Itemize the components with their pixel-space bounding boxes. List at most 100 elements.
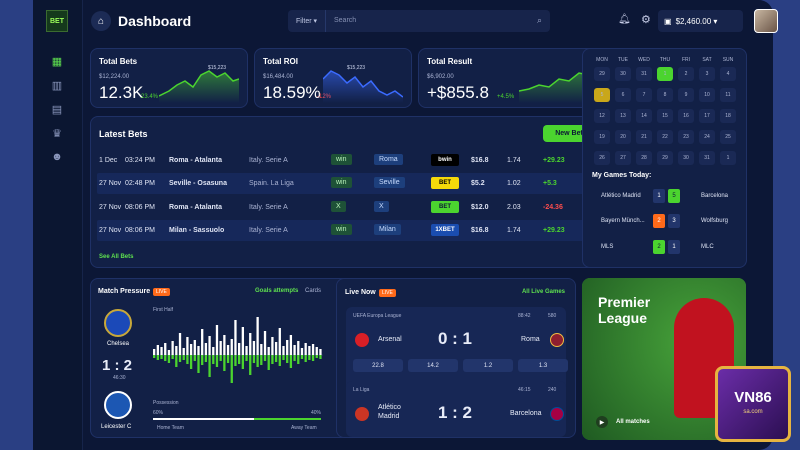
table-row[interactable]: 27 Nov 02:48 PM Seville - Osasuna Spain.… (97, 173, 601, 194)
search-bar[interactable]: Filter ▾ Search ⌕ (288, 10, 550, 32)
kpi-peak: $15,223 (347, 65, 366, 71)
bet-result-badge: win (331, 177, 352, 188)
kpi-sparkline (159, 70, 239, 103)
calendar-day[interactable]: 16 (678, 109, 694, 123)
bet-league: Italy. Serie A (249, 227, 288, 234)
tab-goals-attempts[interactable]: Goals attempts (255, 288, 299, 294)
home-icon[interactable]: ⌂ (91, 11, 111, 31)
pressure-bar-away (182, 355, 185, 360)
list-item[interactable]: Bayern Münch... 2 3 Wolfsburg (589, 211, 740, 231)
balance-dropdown[interactable]: ▣ $2,460.00 ▾ (658, 10, 743, 32)
calendar-day[interactable]: 29 (657, 151, 673, 165)
calendar-day[interactable]: 3 (699, 67, 715, 81)
calendar-day[interactable]: 6 (615, 88, 631, 102)
calendar-day[interactable]: 23 (678, 130, 694, 144)
kpi-label: Total Bets (99, 57, 138, 66)
home-team: Bayern Münch... (601, 218, 645, 224)
calendar-day[interactable]: 5 (594, 88, 610, 102)
kpi-card-total-roi: Total ROI $16,484.00 18.59% -12% $15,223 (254, 48, 412, 108)
pressure-bar-away (230, 355, 233, 383)
atletico-crest-icon (355, 407, 369, 421)
calendar-day[interactable]: 25 (720, 130, 736, 144)
pressure-bar-away (315, 355, 318, 358)
pressure-bar-away (289, 355, 293, 368)
search-input[interactable]: Search (334, 17, 357, 24)
nav-users-icon[interactable]: ☻ (51, 151, 63, 163)
pressure-bar-home (197, 346, 200, 355)
live-match-card[interactable]: La Liga 46:15 240 Atlético Madrid 1 : 2 … (346, 381, 566, 437)
bet-pick-badge: Roma (374, 154, 403, 165)
calendar-day[interactable]: 4 (720, 67, 736, 81)
live-now-title: Live Now (345, 289, 376, 296)
calendar-day[interactable]: 26 (594, 151, 610, 165)
calendar-day[interactable]: 19 (594, 130, 610, 144)
calendar-day[interactable]: 30 (615, 67, 631, 81)
nav-dashboard-icon[interactable]: ▦ (51, 56, 63, 68)
calendar-day[interactable]: 7 (636, 88, 652, 102)
app-logo[interactable]: BET (46, 10, 68, 32)
calendar-day[interactable]: 2 (678, 67, 694, 81)
page-title: Dashboard (118, 13, 192, 29)
bookmaker-logo: bwin (431, 154, 459, 166)
list-item[interactable]: Atlético Madrid 1 5 Barcelona (589, 186, 740, 206)
calendar-day[interactable]: 24 (699, 130, 715, 144)
calendar-day[interactable]: 11 (720, 88, 736, 102)
avatar[interactable] (754, 9, 778, 33)
calendar-day[interactable]: 15 (657, 109, 673, 123)
bet-time: 08:06 PM (125, 204, 155, 211)
nav-trophy-icon[interactable]: ♛ (52, 128, 62, 140)
bet-odds: 1.74 (507, 227, 521, 234)
home-score: 2 (653, 214, 665, 228)
nav-stats-icon[interactable]: ▥ (51, 80, 63, 92)
calendar-day[interactable]: 30 (678, 151, 694, 165)
calendar-day[interactable]: 13 (615, 109, 631, 123)
calendar-day[interactable]: 8 (657, 88, 673, 102)
all-live-games-link[interactable]: All Live Games (521, 289, 565, 295)
calendar-day[interactable]: 22 (657, 130, 673, 144)
pressure-bar-away (319, 355, 322, 359)
pressure-bar-away (160, 355, 163, 359)
pressure-bar-home (315, 347, 318, 355)
calendar-day[interactable]: 12 (594, 109, 610, 123)
play-icon[interactable]: ▶ (596, 416, 608, 428)
calendar-day-header: THU (659, 57, 671, 63)
calendar-day[interactable]: 1 (720, 151, 736, 165)
watermark-text: VN86 (734, 389, 772, 406)
calendar-day[interactable]: 10 (699, 88, 715, 102)
nav-table-icon[interactable]: ▤ (51, 104, 63, 116)
bet-pick-badge: X (374, 201, 389, 212)
odds-button[interactable]: 14.2 (408, 359, 458, 372)
calendar-day[interactable]: 17 (699, 109, 715, 123)
see-all-bets-link[interactable]: See All Bets (99, 254, 134, 260)
balance-value: $2,460.00 ▾ (675, 16, 718, 26)
table-row[interactable]: 1 Dec 03:24 PM Roma - Atalanta Italy. Se… (97, 150, 601, 171)
calendar-day[interactable]: 28 (636, 151, 652, 165)
calendar-day[interactable]: 21 (636, 130, 652, 144)
calendar-day[interactable]: 20 (615, 130, 631, 144)
list-item[interactable]: MLS 2 1 MLC (589, 237, 740, 257)
calendar-day[interactable]: 9 (678, 88, 694, 102)
pressure-bar-away (208, 355, 211, 377)
calendar-day[interactable]: 14 (636, 109, 652, 123)
calendar-day[interactable]: 31 (636, 67, 652, 81)
pressure-bar-home (226, 345, 230, 355)
bell-icon[interactable]: 🔔︎ (618, 14, 631, 25)
table-row[interactable]: 27 Nov 08:06 PM Milan - Sassuolo Italy. … (97, 220, 601, 241)
search-icon[interactable]: ⌕ (536, 15, 542, 25)
pressure-bar-away (193, 355, 196, 361)
calendar-day[interactable]: 31 (699, 151, 715, 165)
odds-button[interactable]: 1.2 (463, 359, 513, 372)
filter-dropdown[interactable]: Filter ▾ (288, 10, 326, 32)
calendar-day[interactable]: 1 (657, 67, 673, 81)
calendar-day[interactable]: 27 (615, 151, 631, 165)
calendar-day[interactable]: 18 (720, 109, 736, 123)
all-matches-link[interactable]: All matches (616, 419, 650, 425)
table-row[interactable]: 27 Nov 08:06 PM Roma - Atalanta Italy. S… (97, 197, 601, 218)
calendar-day[interactable]: 29 (594, 67, 610, 81)
odds-button[interactable]: 1.3 (518, 359, 568, 372)
odds-button[interactable]: 22.8 (353, 359, 403, 372)
pressure-bar-home (160, 347, 163, 355)
pressure-bar-home (193, 340, 196, 355)
tab-cards[interactable]: Cards (305, 288, 322, 294)
gear-icon[interactable]: ⚙ (641, 14, 651, 26)
